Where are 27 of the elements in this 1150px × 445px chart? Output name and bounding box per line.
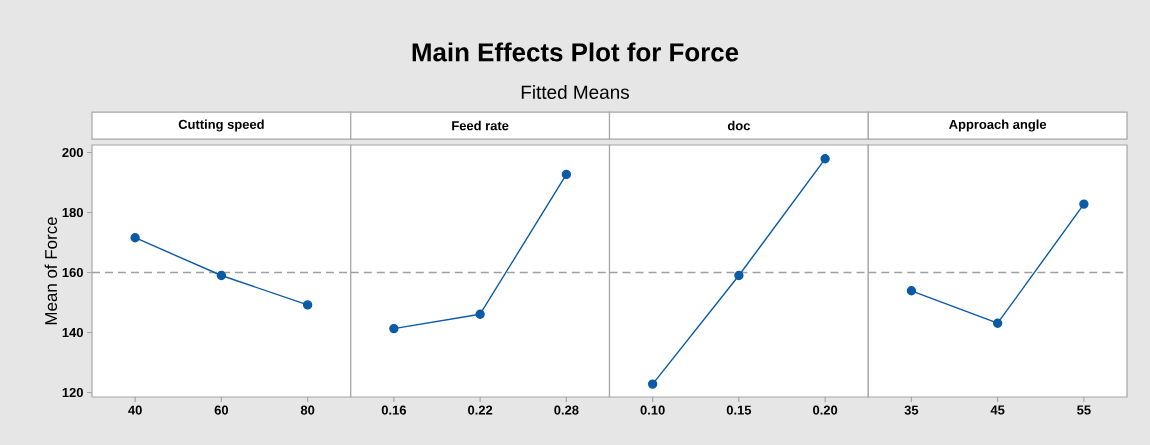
- text: Main Effects Plot for Force: [412, 42, 739, 62]
- x-tick-label: 0.28: [554, 405, 579, 415]
- y-axis-title: Mean of Force: [44, 217, 58, 325]
- point: [302, 300, 313, 310]
- point: [130, 233, 140, 243]
- x-tick-label: 0.16: [381, 405, 407, 415]
- x-tick-label: 0.20: [813, 405, 838, 415]
- chart-title: doc: [727, 120, 751, 131]
- y-tick-label: 180: [62, 207, 83, 218]
- x-tick-label: 0.15: [726, 405, 752, 415]
- x-tick-label: 0.22: [468, 405, 493, 415]
- x-tick-label: 80: [300, 405, 315, 415]
- x-tick-label: 0.10: [640, 405, 665, 415]
- chart-title: Cutting speed: [178, 119, 264, 132]
- y-tick-label: 200: [62, 147, 83, 158]
- y-tick-label: 120: [62, 387, 83, 398]
- y-tick-label: 140: [62, 327, 83, 338]
- chart-title: Approach angle: [949, 119, 1047, 132]
- text: Fitted Means: [521, 85, 630, 99]
- chart-title: Feed rate: [452, 120, 509, 131]
- x-tick-label: 35: [904, 405, 919, 415]
- x-tick-label: 55: [1077, 405, 1091, 415]
- x-tick-label: 60: [214, 405, 229, 415]
- x-tick-label: 45: [990, 405, 1005, 415]
- point: [216, 270, 227, 281]
- y-tick-label: 160: [62, 267, 83, 278]
- x-tick-label: 40: [128, 405, 142, 415]
